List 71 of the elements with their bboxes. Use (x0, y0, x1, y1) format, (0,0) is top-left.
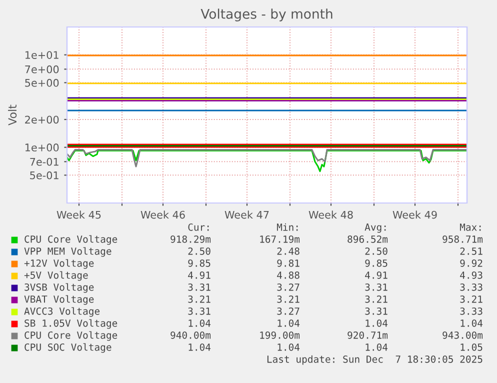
text: Min: (276, 223, 298, 231)
text: 9.85 (188, 259, 210, 267)
y-tick-label: 7e-01 (30, 158, 58, 166)
y-tick-label: 2e+00 (25, 116, 59, 124)
text: 920.71m (348, 331, 388, 339)
legend-label: CPU Core Voltage (24, 331, 118, 341)
x-tick-label: Week 47 (224, 210, 269, 219)
text: 3.31 (365, 307, 388, 315)
legend-label: 3VSB Voltage (24, 283, 94, 293)
text: 896.52m (348, 235, 388, 243)
text: 3.27 (277, 283, 300, 291)
text: Cur: (188, 223, 209, 231)
text: 167.19m (260, 235, 300, 243)
text: 2.50 (188, 247, 210, 255)
text: Max: (460, 224, 481, 231)
text: 2.51 (460, 247, 482, 255)
line-series (67, 149, 467, 168)
y-tick-label: 7e+00 (25, 65, 59, 74)
text: 1.04 (278, 343, 300, 351)
text: 2.50 (365, 247, 388, 255)
legend-label: CPU SOC Voltage (24, 343, 112, 353)
text: 3.27 (277, 307, 300, 315)
text: 940.00m (170, 331, 211, 339)
line-series (67, 150, 467, 172)
text: 3.21 (365, 295, 388, 303)
legend-label: VPP MEM Voltage (24, 247, 112, 257)
text: 4.93 (460, 271, 482, 279)
x-tick-label: Week 48 (308, 210, 353, 219)
y-tick-label: 1e+01 (25, 51, 58, 59)
text: Avg: (364, 224, 386, 233)
legend-label: VBAT Voltage (24, 295, 94, 305)
text: 4.88 (277, 271, 300, 279)
text: 199.00m (260, 331, 300, 339)
legend-label: AVCC3 Voltage (24, 307, 100, 317)
text: 3.21 (460, 295, 482, 303)
text: 9.85 (365, 259, 388, 267)
text: 958.71m (442, 235, 483, 243)
text: 3.21 (188, 295, 210, 303)
text: Last update: Sun Dec 7 18:30:05 2025 (267, 355, 482, 365)
text: 1.04 (188, 319, 211, 327)
y-tick-label: 5e-01 (30, 171, 58, 180)
text: 943.00m (442, 331, 483, 339)
legend-label: +5V Voltage (24, 271, 88, 281)
text: 918.29m (170, 235, 211, 243)
y-tick-label: 1e+00 (25, 144, 59, 152)
text: 1.04 (278, 319, 300, 327)
text: 3.31 (188, 307, 210, 315)
legend-label: CPU Core Voltage (24, 235, 118, 245)
legend-label: +12V Voltage (24, 259, 94, 269)
text: 3.31 (188, 283, 210, 291)
text: 1.04 (366, 319, 388, 327)
text: 1.04 (460, 319, 483, 327)
chart-title: Voltages - by month (200, 8, 332, 22)
text: 9.81 (277, 259, 300, 267)
text: 4.91 (188, 271, 210, 279)
text: 1.04 (366, 343, 388, 351)
text: 3.33 (460, 307, 482, 315)
text: 4.91 (365, 271, 388, 279)
text: 3.31 (365, 283, 388, 291)
text: 3.33 (460, 283, 482, 291)
text: 1.05 (460, 343, 482, 351)
x-tick-label: Week 45 (56, 210, 101, 219)
x-tick-label: Week 49 (392, 210, 437, 219)
y-tick-label: 5e+00 (25, 78, 59, 87)
text: 1.04 (188, 343, 211, 351)
legend-label: SB 1.05V Voltage (24, 319, 118, 329)
x-tick-label: Week 46 (140, 210, 185, 219)
text: 2.48 (277, 247, 300, 255)
text: 3.21 (277, 295, 300, 303)
text: 9.92 (460, 259, 482, 267)
y-axis-title: Volt (8, 104, 17, 126)
